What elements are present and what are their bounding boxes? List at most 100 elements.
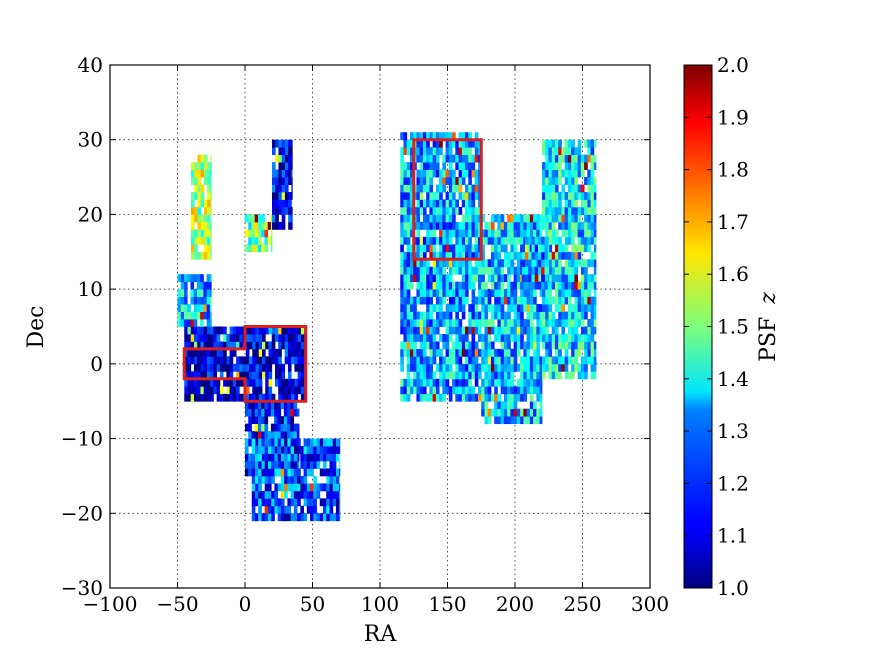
psf-cell bbox=[297, 363, 302, 372]
psf-cell bbox=[590, 236, 595, 245]
psf-cell bbox=[413, 311, 417, 320]
psf-cell bbox=[297, 326, 302, 335]
psf-cell bbox=[283, 408, 288, 417]
psf-cell bbox=[422, 386, 427, 395]
psf-cell bbox=[487, 259, 492, 268]
psf-cell bbox=[587, 184, 591, 193]
psf-cell bbox=[547, 266, 550, 275]
psf-cell bbox=[445, 199, 450, 208]
psf-cell bbox=[206, 333, 211, 342]
psf-cell bbox=[567, 304, 572, 312]
psf-cell bbox=[210, 393, 214, 402]
psf-cell bbox=[326, 453, 330, 462]
psf-cell bbox=[281, 162, 286, 170]
psf-cell bbox=[196, 304, 201, 312]
psf-cell bbox=[277, 460, 282, 469]
psf-cell bbox=[564, 348, 569, 357]
psf-cell bbox=[536, 386, 540, 395]
psf-cell bbox=[432, 192, 437, 200]
psf-cell bbox=[524, 281, 529, 290]
psf-cell bbox=[413, 132, 417, 141]
psf-cell bbox=[277, 498, 282, 507]
psf-cell bbox=[335, 505, 340, 514]
psf-cell bbox=[487, 386, 492, 395]
psf-cell bbox=[545, 177, 549, 185]
psf-cell bbox=[484, 348, 489, 357]
psf-cell bbox=[523, 326, 528, 335]
psf-cell bbox=[419, 311, 424, 320]
psf-cell bbox=[580, 154, 585, 163]
x-tick-label: −100 bbox=[83, 592, 138, 616]
psf-cell bbox=[520, 304, 524, 312]
psf-cell bbox=[458, 162, 463, 170]
psf-cell bbox=[435, 311, 440, 320]
psf-cell bbox=[487, 408, 492, 417]
psf-cell bbox=[252, 356, 256, 365]
psf-cell bbox=[432, 356, 437, 365]
psf-cell bbox=[252, 341, 256, 350]
psf-cell bbox=[183, 289, 188, 298]
psf-cell bbox=[300, 371, 305, 380]
psf-cell bbox=[319, 453, 324, 462]
psf-cell bbox=[416, 199, 421, 208]
psf-cell bbox=[481, 304, 485, 312]
psf-cell bbox=[574, 363, 579, 372]
psf-cell bbox=[287, 475, 292, 484]
psf-cell bbox=[257, 236, 262, 245]
psf-cell bbox=[297, 468, 301, 477]
psf-cell bbox=[554, 236, 559, 245]
psf-cell bbox=[567, 184, 572, 193]
psf-cell bbox=[577, 251, 582, 260]
psf-cell bbox=[481, 251, 485, 260]
psf-cell bbox=[593, 348, 597, 357]
psf-cell bbox=[403, 311, 408, 320]
psf-cell bbox=[529, 333, 534, 342]
psf-cell bbox=[426, 244, 430, 253]
psf-cell bbox=[429, 356, 434, 365]
psf-cell bbox=[435, 147, 440, 156]
psf-cell bbox=[409, 177, 414, 185]
psf-cell bbox=[564, 244, 569, 253]
psf-cell bbox=[513, 281, 518, 290]
psf-cell bbox=[432, 132, 437, 141]
psf-cell bbox=[197, 356, 201, 365]
psf-cell bbox=[264, 475, 269, 484]
psf-cell bbox=[507, 311, 511, 320]
psf-cell bbox=[580, 199, 585, 208]
psf-cell bbox=[203, 311, 208, 320]
psf-cell bbox=[474, 147, 479, 156]
psf-cell bbox=[406, 311, 411, 320]
psf-cell bbox=[290, 446, 295, 454]
psf-cell bbox=[520, 341, 524, 350]
psf-cell bbox=[554, 259, 559, 268]
psf-cell bbox=[258, 505, 262, 514]
psf-cell bbox=[274, 498, 279, 507]
psf-cell bbox=[432, 266, 437, 275]
psf-cell bbox=[490, 356, 495, 365]
psf-cell bbox=[523, 408, 528, 417]
psf-cell bbox=[455, 326, 459, 335]
psf-cell bbox=[465, 147, 469, 156]
psf-cell bbox=[551, 266, 556, 275]
psf-cell bbox=[503, 416, 508, 425]
psf-cell bbox=[513, 274, 518, 283]
psf-cell bbox=[278, 169, 283, 178]
psf-cell bbox=[468, 206, 472, 215]
psf-cell bbox=[319, 438, 324, 447]
psf-cell bbox=[261, 431, 265, 439]
psf-cell bbox=[534, 244, 539, 253]
psf-cell bbox=[400, 199, 404, 208]
psf-cell bbox=[313, 453, 317, 462]
psf-cell bbox=[207, 162, 211, 170]
psf-cell bbox=[507, 341, 511, 350]
psf-cell bbox=[429, 296, 434, 305]
psf-cell bbox=[200, 214, 205, 223]
psf-cell bbox=[500, 363, 505, 372]
psf-cell bbox=[481, 393, 485, 402]
psf-cell bbox=[257, 244, 262, 253]
psf-cell bbox=[593, 192, 597, 200]
psf-cell bbox=[503, 311, 508, 320]
psf-cell bbox=[465, 132, 469, 141]
psf-cell bbox=[507, 259, 511, 268]
psf-cell bbox=[278, 199, 283, 208]
